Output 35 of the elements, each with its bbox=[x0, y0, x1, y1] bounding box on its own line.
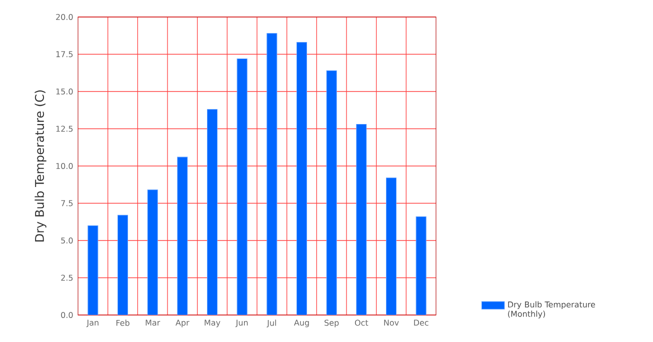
y-tick-label: 12.5 bbox=[56, 126, 73, 132]
y-tick-label: 0.0 bbox=[61, 312, 73, 318]
x-tick-label: Nov bbox=[384, 320, 399, 326]
bar bbox=[416, 216, 426, 315]
x-tick-label: Apr bbox=[176, 320, 190, 328]
legend-label: Dry Bulb Temperature (Monthly) bbox=[508, 301, 596, 318]
x-tick-label: Dec bbox=[414, 320, 428, 326]
bar bbox=[206, 109, 218, 315]
y-tick-label: 2.5 bbox=[61, 274, 73, 281]
bar bbox=[386, 178, 397, 315]
x-tick-label: Jan bbox=[86, 320, 98, 328]
bar bbox=[296, 42, 308, 315]
y-tick-label: 17.5 bbox=[56, 51, 73, 58]
y-tick-label: 10.0 bbox=[56, 162, 73, 170]
x-tick-label: Mar bbox=[146, 320, 160, 326]
bar bbox=[356, 124, 367, 315]
y-tick-label: 7.5 bbox=[61, 200, 73, 206]
x-tick-label: Oct bbox=[354, 320, 368, 326]
y-axis-title: Dry Bulb Temperature (C) bbox=[34, 90, 46, 242]
y-tick-label: 5.0 bbox=[61, 237, 73, 244]
x-tick-label: Jun bbox=[235, 320, 248, 328]
y-tick-label: 20.0 bbox=[56, 14, 73, 20]
bar bbox=[177, 156, 188, 315]
x-tick-label: May bbox=[204, 320, 220, 328]
x-tick-label: Sep bbox=[324, 320, 339, 328]
bar bbox=[326, 70, 337, 315]
x-tick-label: Aug bbox=[294, 320, 309, 328]
x-tick-label: Feb bbox=[116, 320, 130, 326]
bar bbox=[88, 225, 98, 315]
x-tick-label: Jul bbox=[266, 320, 276, 328]
bar bbox=[236, 58, 248, 315]
bar bbox=[266, 33, 278, 315]
y-tick-label: 15.0 bbox=[56, 88, 73, 95]
bar bbox=[117, 214, 128, 315]
bar bbox=[147, 190, 158, 315]
